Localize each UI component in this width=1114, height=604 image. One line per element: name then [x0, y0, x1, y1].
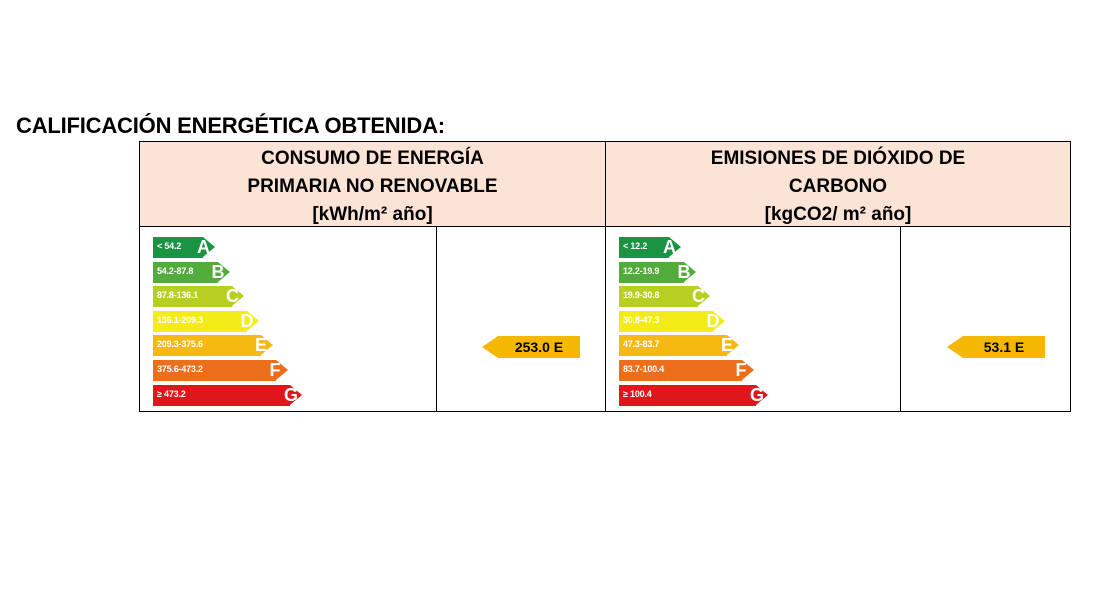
- consumo-band-letter: D: [240, 310, 254, 331]
- consumo-band-range-label: 54.2-87.8: [157, 265, 194, 276]
- emisiones-band-letter: E: [721, 335, 734, 356]
- consumo-band-arrow-tip: [246, 310, 259, 331]
- consumo-result-cell: 253.0 E: [436, 226, 606, 412]
- consumo-band-arrow-tip: [217, 261, 230, 282]
- consumo-band-arrow-tip: [203, 237, 215, 257]
- emisiones-band-range-label: 83.7-100.4: [623, 364, 665, 374]
- consumo-band-range-label: 375.6-473.2: [157, 364, 203, 374]
- consumo-band-arrow-tip: [232, 286, 244, 307]
- consumo-band-bar: [153, 310, 247, 332]
- emisiones-band-range-label: 12.2-19.9: [623, 265, 660, 276]
- emisiones-header-unit: [kgCO2/ m² año]: [764, 204, 912, 225]
- consumo-band-range-label: 87.8-136.1: [157, 290, 199, 301]
- consumo-result-arrow-tip: [482, 336, 498, 358]
- emisiones-band-bar: [619, 360, 742, 381]
- emisiones-band-letter: B: [677, 261, 691, 282]
- consumo-band-bar: [153, 335, 261, 357]
- consumo-band-letter: B: [211, 261, 225, 282]
- emisiones-band-bar: [619, 310, 713, 332]
- emisiones-band-arrow-tip: [698, 286, 710, 307]
- consumo-band-range-label: ≥ 473.2: [157, 388, 186, 399]
- emisiones-band-range-label: 19.9-30.8: [623, 290, 660, 301]
- emisiones-result-value: 53.1 E: [963, 336, 1045, 358]
- emisiones-band-arrow-tip: [712, 310, 725, 331]
- emisiones-band-arrow-tip: [727, 335, 739, 356]
- emisiones-band-arrow-tip: [741, 360, 754, 380]
- energy-rating-table: CONSUMO DE ENERGÍA PRIMARIA NO RENOVABLE…: [139, 141, 1071, 412]
- emisiones-band-letter: D: [706, 310, 720, 331]
- emisiones-band-letter: C: [692, 286, 705, 307]
- consumo-band-range-label: < 54.2: [157, 241, 182, 251]
- emisiones-band-range-label: ≥ 100.4: [623, 388, 652, 399]
- emisiones-band-bar: [619, 384, 756, 406]
- consumo-band-bar: [153, 286, 232, 308]
- emisiones-band-letter: G: [750, 384, 765, 405]
- consumo-header-unit: [kWh/m² año]: [312, 204, 433, 225]
- consumo-band-bar: [153, 237, 203, 258]
- emisiones-result-cell: 53.1 E: [900, 226, 1071, 412]
- consumo-band-bar: [153, 261, 218, 283]
- emisiones-band-range-label: < 12.2: [623, 241, 648, 251]
- emisiones-header-line-1: EMISIONES DE DIÓXIDO DE: [710, 148, 966, 169]
- consumo-band-arrow-tip: [275, 360, 288, 380]
- consumo-band-letter: F: [269, 360, 281, 380]
- page-title: CALIFICACIÓN ENERGÉTICA OBTENIDA:: [16, 113, 445, 138]
- emisiones-scale-cell: < 12.2 A 12.2-19.9 B 19.9-30.8 C 30.8-47.3 D 47.…: [605, 226, 901, 412]
- emisiones-band-letter: F: [735, 360, 747, 380]
- consumo-band-letter: A: [197, 237, 210, 257]
- consumo-header-line-2: PRIMARIA NO RENOVABLE: [247, 176, 498, 197]
- consumo-band-range-label: 136.1-209.3: [157, 314, 203, 325]
- consumo-band-arrow-tip: [290, 384, 302, 405]
- consumo-header-line-1: CONSUMO DE ENERGÍA: [261, 148, 484, 169]
- emisiones-band-arrow-tip: [683, 261, 696, 282]
- emisiones-band-letter: A: [663, 237, 676, 257]
- consumo-band-range-label: 209.3-375.6: [157, 339, 203, 350]
- consumo-band-letter: E: [255, 335, 268, 356]
- emisiones-band-arrow-tip: [669, 237, 681, 257]
- consumo-band-bar: [153, 360, 276, 381]
- consumo-result-value: 253.0 E: [498, 336, 580, 358]
- emisiones-band-bar: [619, 335, 727, 357]
- emisiones-band-range-label: 47.3-83.7: [623, 339, 660, 350]
- consumo-scale-cell: < 54.2 A 54.2-87.8 B 87.8-136.1 C 136.1-209.3 D…: [139, 226, 437, 412]
- consumo-band-letter: G: [284, 384, 299, 405]
- emisiones-header-line-2: CARBONO: [788, 176, 888, 197]
- emisiones-band-bar: [619, 237, 669, 258]
- consumo-band-arrow-tip: [261, 335, 273, 356]
- consumo-header: CONSUMO DE ENERGÍA PRIMARIA NO RENOVABLE…: [139, 141, 606, 227]
- consumo-band-bar: [153, 384, 290, 406]
- emisiones-band-bar: [619, 261, 684, 283]
- emisiones-band-range-label: 30.8-47.3: [623, 314, 660, 325]
- consumo-band-letter: C: [226, 286, 239, 307]
- emisiones-result-arrow-tip: [947, 336, 963, 358]
- emisiones-band-arrow-tip: [756, 384, 768, 405]
- emisiones-header: EMISIONES DE DIÓXIDO DE CARBONO [kgCO2/ …: [605, 141, 1071, 227]
- emisiones-band-bar: [619, 286, 698, 308]
